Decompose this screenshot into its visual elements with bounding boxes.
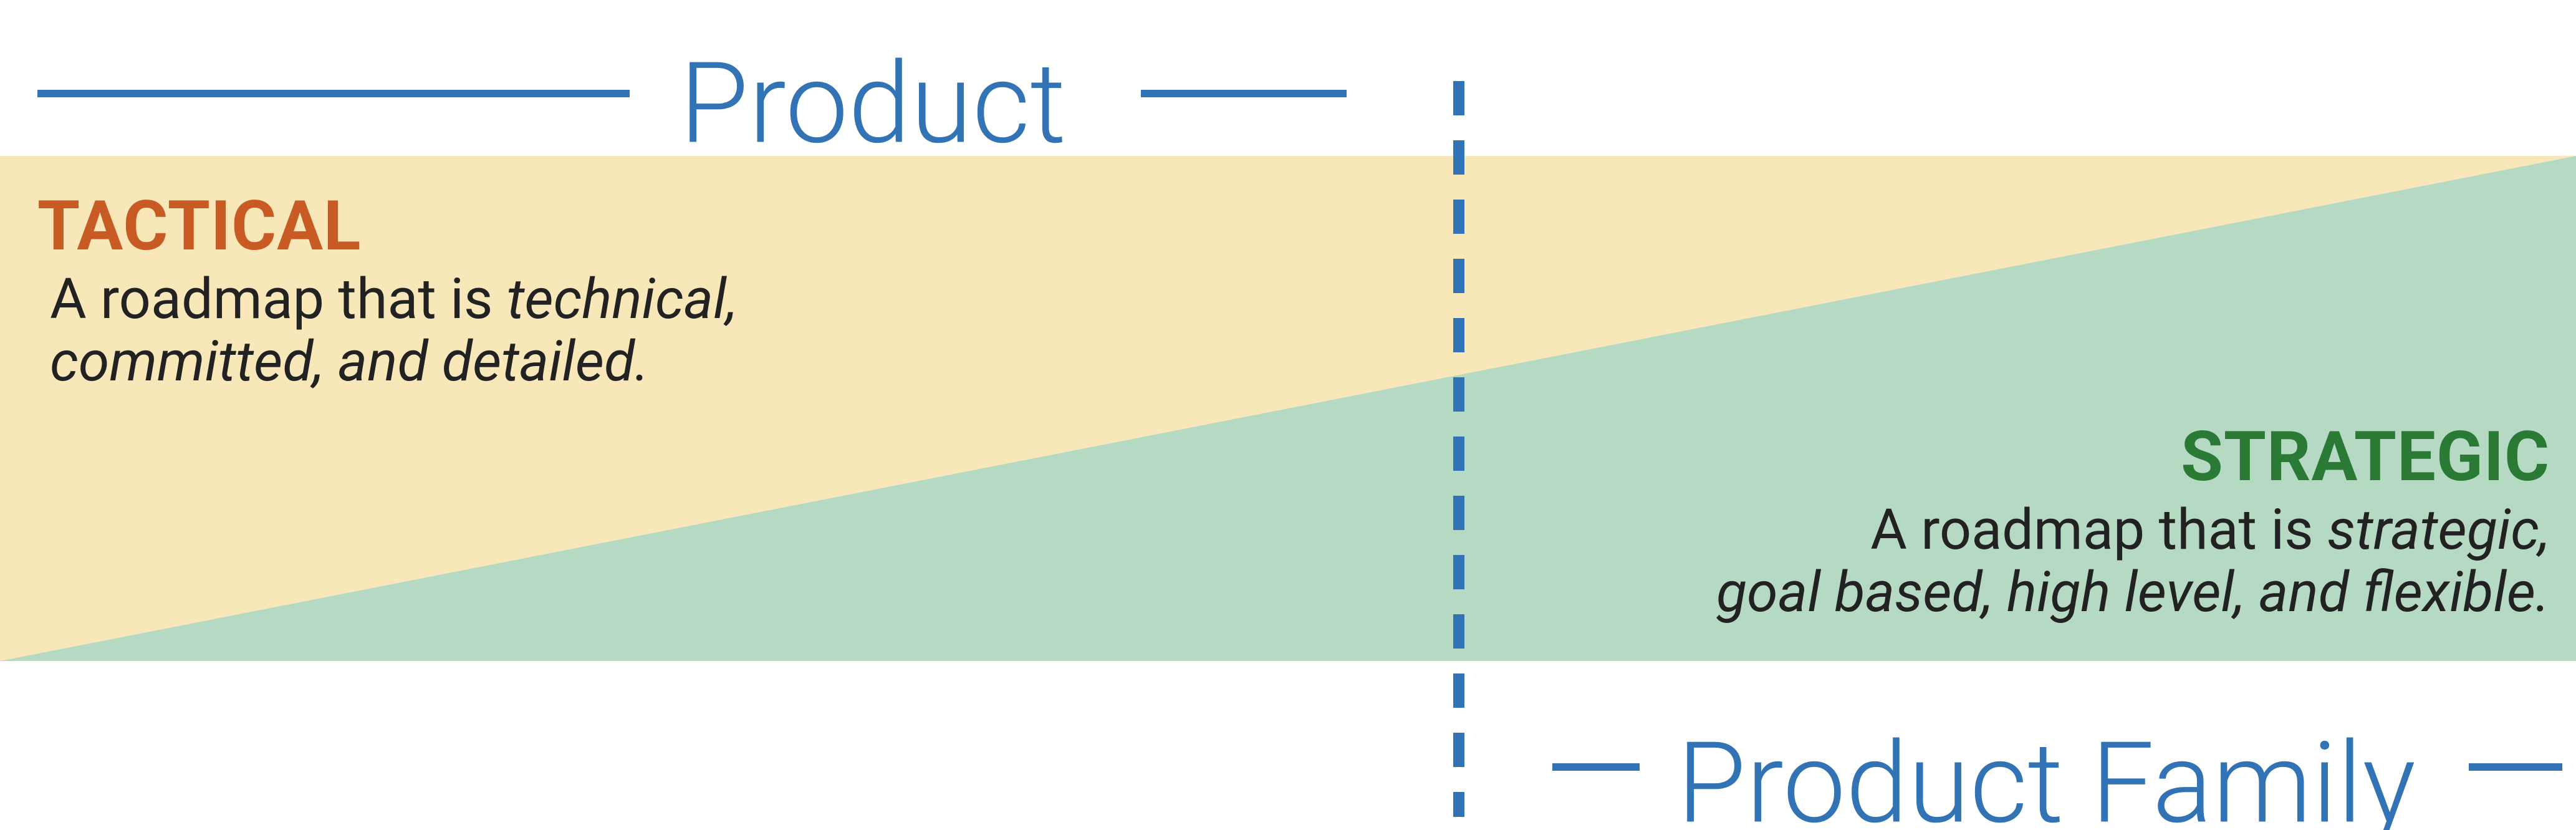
diagram-svg: Product TACTICAL A roadmap that is techn… xyxy=(0,0,2576,830)
tactical-desc-line2: committed, and detailed. xyxy=(50,329,649,394)
tactical-title: TACTICAL xyxy=(37,186,362,266)
tactical-desc-line1: A roadmap that is technical, xyxy=(50,266,738,332)
strategic-desc-line1: A roadmap that is strategic, xyxy=(1870,497,2550,562)
header-title: Product xyxy=(680,38,1066,170)
strategic-title: STRATEGIC xyxy=(2181,417,2550,497)
strategic-desc-line2: goal based, high level, and flexible. xyxy=(1716,559,2550,625)
footer-title: Product Family xyxy=(1677,718,2416,830)
roadmap-spectrum-diagram: Product TACTICAL A roadmap that is techn… xyxy=(0,0,2576,830)
